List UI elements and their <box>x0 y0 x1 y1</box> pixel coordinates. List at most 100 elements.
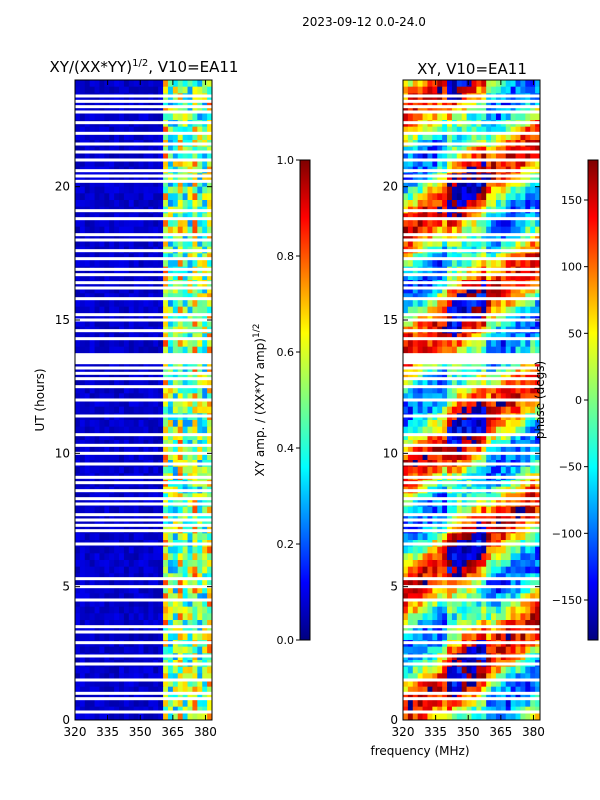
heatmap-cell <box>79 286 86 294</box>
heatmap-cell <box>153 333 159 341</box>
heatmap-cell <box>407 593 414 601</box>
heatmap-cell <box>133 220 140 228</box>
heatmap-cell <box>172 420 179 428</box>
heatmap-cell <box>437 533 443 541</box>
heatmap-cell <box>197 386 203 394</box>
heatmap-cell <box>172 100 179 108</box>
heatmap-cell <box>510 433 517 441</box>
heatmap-cell <box>525 573 531 581</box>
heatmap-cell <box>114 680 120 688</box>
heatmap-cell <box>94 340 101 348</box>
heatmap-cell <box>163 253 169 261</box>
heatmap-cell <box>510 80 517 88</box>
heatmap-cell <box>138 313 145 321</box>
heatmap-cell <box>192 713 198 720</box>
heatmap-cell <box>525 146 531 154</box>
heatmap-cell <box>143 220 149 228</box>
heatmap-cell <box>403 366 409 374</box>
heatmap-cell <box>187 146 194 154</box>
heatmap-cell <box>451 240 458 248</box>
heatmap-cell <box>75 333 81 341</box>
heatmap-cell <box>491 146 497 154</box>
heatmap-cell <box>133 706 140 714</box>
heatmap-cell <box>510 513 517 521</box>
heatmap-cell <box>138 406 145 414</box>
heatmap-cell <box>94 213 101 221</box>
heatmap-cell <box>505 386 512 394</box>
heatmap-cell <box>466 333 473 341</box>
heatmap-cell <box>447 546 453 554</box>
heatmap-cell <box>412 340 419 348</box>
heatmap-cell <box>456 506 463 514</box>
heatmap-cell <box>456 446 463 454</box>
heatmap-cell <box>427 160 433 168</box>
heatmap-cell <box>99 400 105 408</box>
heatmap-cell <box>202 160 208 168</box>
heatmap-cell <box>476 593 482 601</box>
heatmap-cell <box>128 600 135 608</box>
heatmap-cell <box>138 466 145 474</box>
heatmap-cell <box>187 466 194 474</box>
heatmap-cell <box>197 226 203 234</box>
heatmap-cell <box>476 386 482 394</box>
heatmap-cell <box>182 160 189 168</box>
heatmap-cell <box>407 493 414 501</box>
flagged-row <box>75 267 212 271</box>
heatmap-cell <box>486 253 492 261</box>
heatmap-cell <box>153 293 159 301</box>
heatmap-cell <box>403 386 409 394</box>
heatmap-cell <box>148 420 154 428</box>
heatmap-cell <box>197 286 203 294</box>
heatmap-cell <box>422 566 429 574</box>
heatmap-cell <box>530 393 536 401</box>
heatmap-cell <box>143 466 149 474</box>
heatmap-cell <box>123 553 130 561</box>
heatmap-cell <box>481 553 487 561</box>
heatmap-cell <box>505 213 512 221</box>
heatmap-cell <box>207 220 212 228</box>
heatmap-cell <box>123 520 130 528</box>
heatmap-cell <box>202 706 208 714</box>
heatmap-cell <box>167 586 174 594</box>
heatmap-cell <box>442 580 448 588</box>
heatmap-cell <box>461 593 468 601</box>
heatmap-cell <box>427 433 433 441</box>
heatmap-cell <box>525 273 531 281</box>
heatmap-cell <box>114 340 120 348</box>
heatmap-cell <box>79 406 86 414</box>
heatmap-cell <box>187 633 194 641</box>
heatmap-cell <box>451 260 458 268</box>
heatmap-cell <box>451 573 458 581</box>
heatmap-cell <box>202 86 208 94</box>
heatmap-cell <box>167 86 174 94</box>
heatmap-cell <box>79 600 86 608</box>
heatmap-cell <box>104 520 110 528</box>
colorbar-tick-label: 0.2 <box>277 538 295 551</box>
heatmap-cell <box>207 586 212 594</box>
heatmap-cell <box>451 466 458 474</box>
heatmap-cell <box>505 406 512 414</box>
heatmap-cell <box>466 300 473 308</box>
heatmap-cell <box>99 80 105 88</box>
heatmap-cell <box>520 373 526 381</box>
heatmap-cell <box>505 86 512 94</box>
heatmap-cell <box>75 520 81 528</box>
heatmap-cell <box>133 380 140 388</box>
heatmap-cell <box>505 426 512 434</box>
heatmap-cell <box>128 313 135 321</box>
heatmap-cell <box>79 313 86 321</box>
heatmap-cell <box>119 433 125 441</box>
heatmap-cell <box>432 373 438 381</box>
heatmap-cell <box>79 100 86 108</box>
heatmap-cell <box>456 513 463 521</box>
heatmap-cell <box>403 340 409 348</box>
heatmap-cell <box>143 586 149 594</box>
heatmap-cell <box>99 106 105 114</box>
heatmap-cell <box>128 673 135 681</box>
heatmap-cell <box>177 426 184 434</box>
heatmap-cell <box>158 620 164 628</box>
heatmap-cell <box>422 240 429 248</box>
heatmap-cell <box>447 126 453 134</box>
heatmap-cell <box>104 400 110 408</box>
heatmap-cell <box>182 533 189 541</box>
